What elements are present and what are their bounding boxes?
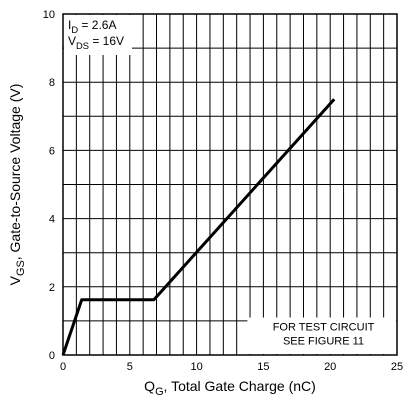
y-tick-label: 6 <box>49 145 55 157</box>
label-rest-x: , Total Gate Charge (nC) <box>164 378 316 394</box>
x-tick-label: 10 <box>190 361 202 373</box>
note-line-1: SEE FIGURE 11 <box>283 335 364 347</box>
condition-0: ID = 2.6A <box>68 18 116 35</box>
label-rest-1: = 16V <box>89 34 124 48</box>
label-subscript-0: D <box>71 25 78 35</box>
x-tick-label: 0 <box>60 361 66 373</box>
y-tick-label: 2 <box>49 282 55 294</box>
series <box>61 98 336 356</box>
x-axis-label: QG, Total Gate Charge (nC) <box>144 378 316 398</box>
label-rest-0: = 2.6A <box>78 18 116 32</box>
y-tick-label: 10 <box>43 9 55 21</box>
y-tick-label: 4 <box>49 214 55 226</box>
test-circuit-note: FOR TEST CIRCUIT SEE FIGURE 11 <box>247 317 396 354</box>
note-line-0: FOR TEST CIRCUIT <box>273 321 375 333</box>
label-subscript-x: G <box>155 386 163 398</box>
plot-frame <box>62 13 398 356</box>
x-tick-label: 15 <box>257 361 269 373</box>
label-main-y: V <box>7 275 23 285</box>
label-subscript-1: DS <box>76 41 89 51</box>
x-tick-labels: 0 5 10 15 20 25 <box>60 361 403 373</box>
label-subscript-y: GS <box>15 260 27 276</box>
x-tick-label: 5 <box>127 361 133 373</box>
condition-1: VDS = 16V <box>68 34 124 51</box>
y-tick-label: 8 <box>49 77 55 89</box>
series-line-0 <box>61 98 336 356</box>
label-main-1: V <box>68 34 76 48</box>
y-axis-label: VGS, Gate-to-Source Voltage (V) <box>7 84 27 286</box>
x-tick-label: 25 <box>391 361 403 373</box>
y-tick-labels: 0 2 4 6 8 10 <box>43 9 55 362</box>
label-rest-y: , Gate-to-Source Voltage (V) <box>7 84 23 261</box>
grid <box>63 14 397 355</box>
conditions-background <box>64 15 132 55</box>
y-tick-label: 0 <box>49 350 55 362</box>
label-main-0: I <box>68 18 71 32</box>
label-main-x: Q <box>144 378 155 394</box>
x-tick-label: 20 <box>324 361 336 373</box>
note-background <box>247 317 396 354</box>
